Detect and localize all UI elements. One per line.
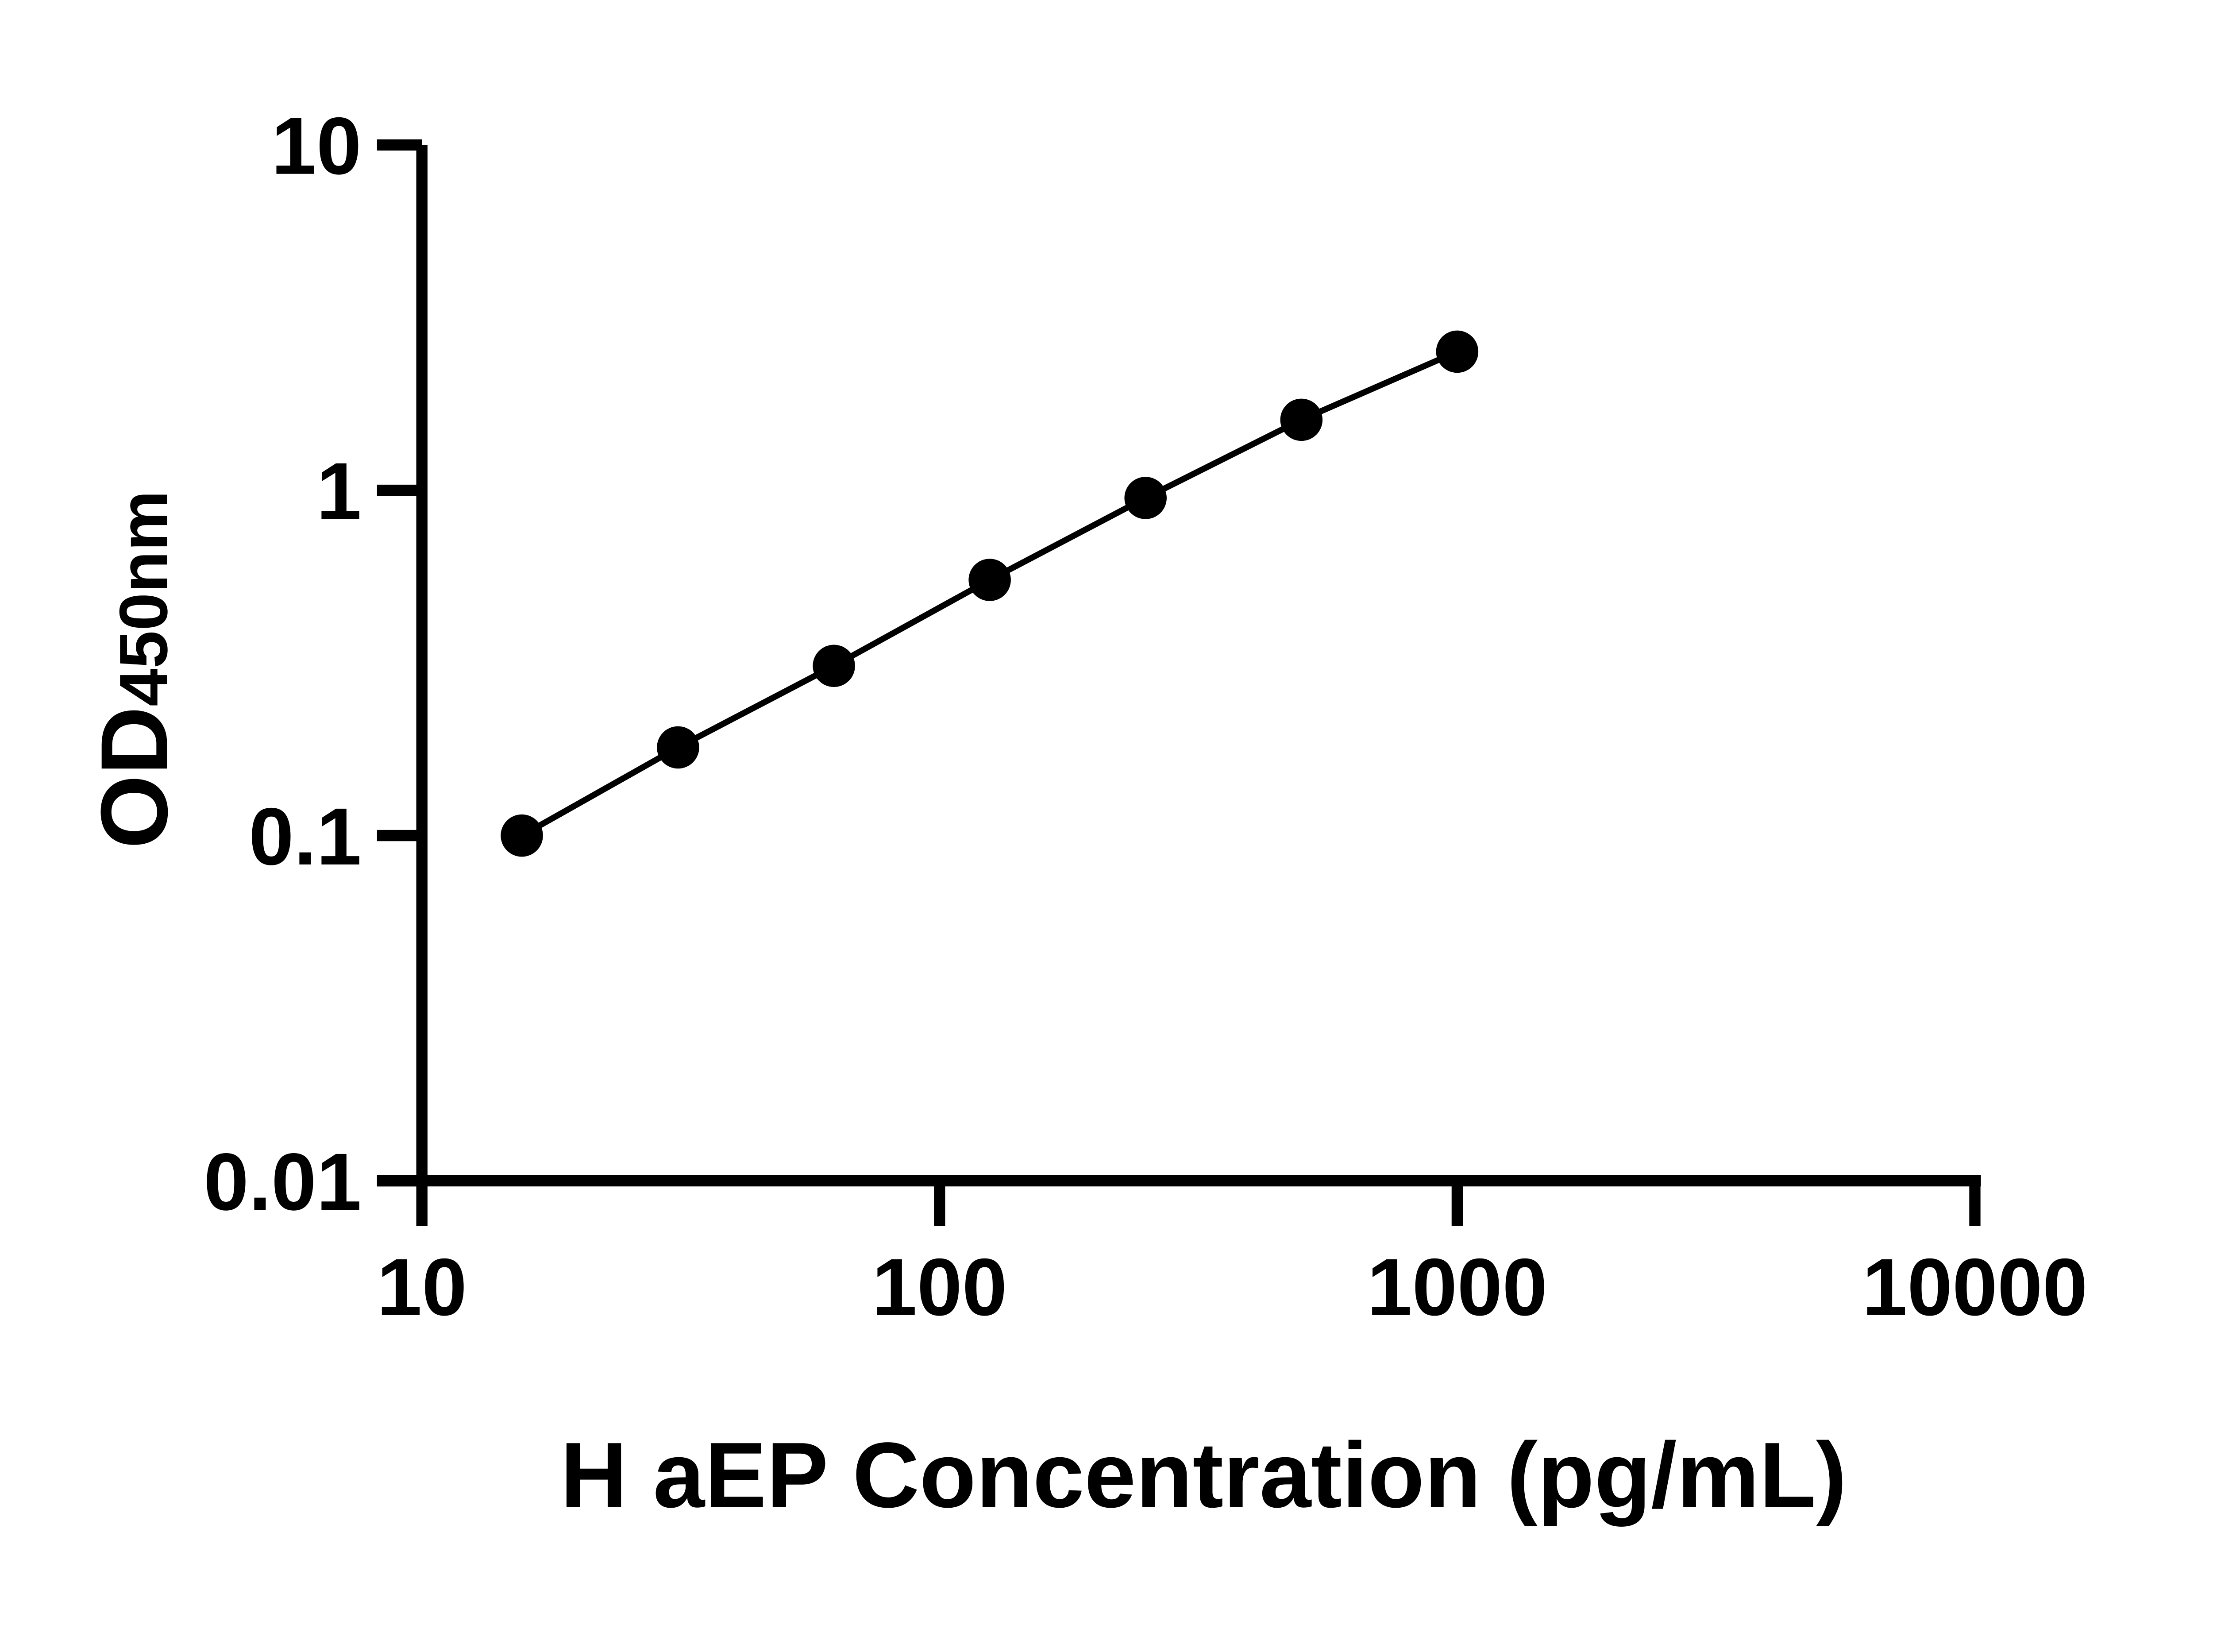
x-tick-label: 10 [377,1242,467,1332]
y-axis-title-main: OD [81,706,187,849]
y-tick-label: 1 [316,446,362,537]
y-axis-title: OD450nm [81,490,187,849]
data-point-marker [657,726,699,769]
x-tick-label: 10000 [1862,1242,2088,1332]
data-point-marker [501,814,543,857]
standard-curve-chart: 10 100 1000 10000 10 1 0.1 0.01 H aEP Concentra… [81,100,2088,1527]
data-point-marker [1436,330,1479,373]
plot-area: 10 100 1000 10000 10 1 0.1 0.01 [204,100,2088,1332]
data-point-marker [813,645,855,687]
y-tick-label: 10 [271,100,362,191]
y-axis-title-sub: 450nm [105,490,181,706]
y-tick-label: 0.01 [204,1136,362,1227]
x-tick-label: 1000 [1367,1242,1548,1332]
x-tick-label: 100 [872,1242,1007,1332]
elisa-standard-curve-figure: 10 100 1000 10000 10 1 0.1 0.01 H aEP Concentra… [81,100,2088,1527]
data-point-marker [968,559,1011,601]
data-point-marker [1124,477,1167,519]
y-tick-label: 0.1 [249,791,362,882]
x-axis-title: H aEP Concentration (pg/mL) [560,1423,1847,1527]
data-point-marker [1280,398,1323,441]
